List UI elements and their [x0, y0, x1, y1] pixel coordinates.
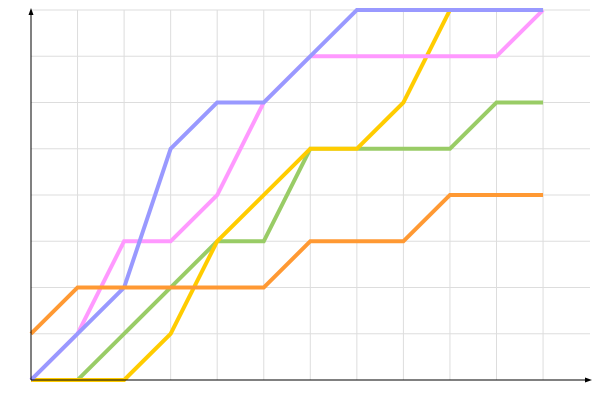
y-axis-arrow — [28, 8, 34, 15]
series-line-4 — [29, 193, 544, 336]
series-line-3 — [29, 8, 544, 382]
series-line-0 — [31, 100, 544, 382]
x-axis-arrow — [585, 377, 592, 383]
axes — [28, 8, 592, 383]
